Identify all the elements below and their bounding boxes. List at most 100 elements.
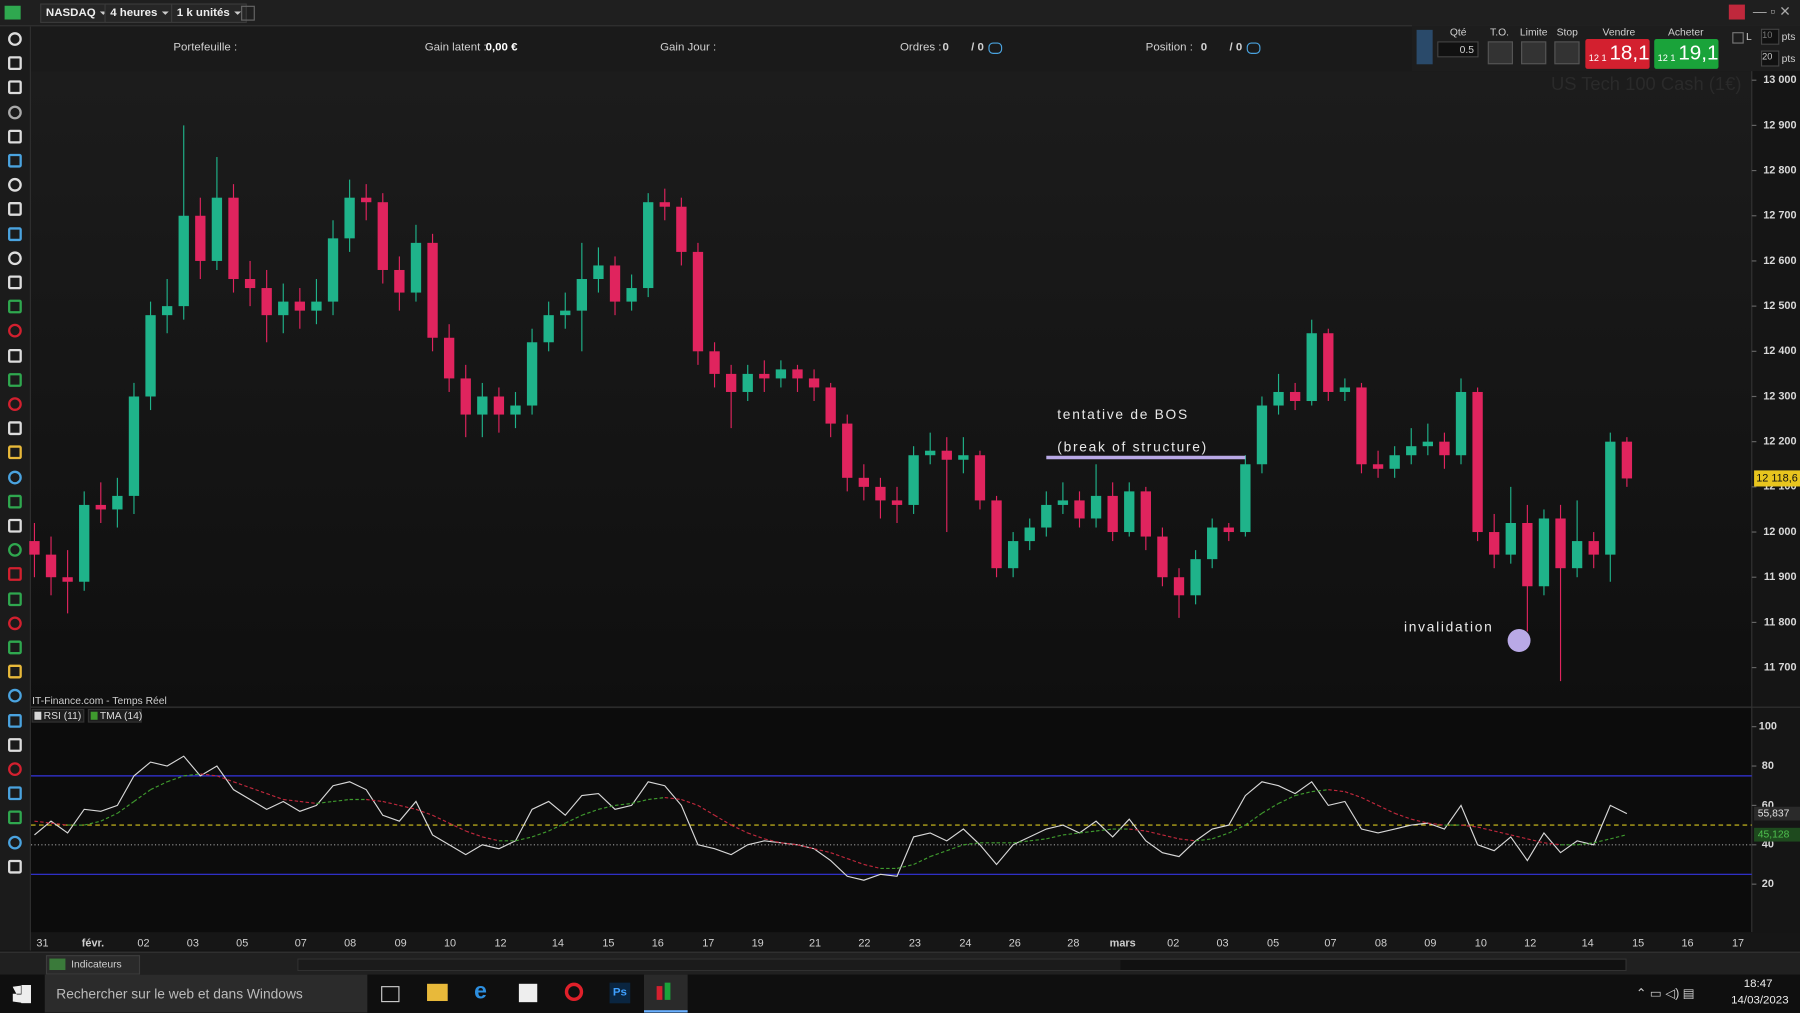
edge-icon[interactable]: e [474,979,487,1005]
tool-button[interactable] [8,153,22,168]
tool-button[interactable] [8,445,22,460]
stop-button[interactable] [1554,41,1580,65]
tool-button[interactable] [8,299,22,314]
y-tick-label: 12 400 [1763,345,1796,357]
tma-segment [863,863,881,869]
market-dropdown[interactable]: NASDAQ [40,3,113,23]
tool-button[interactable] [8,689,22,703]
unrealized-label: Gain latent : [424,41,487,54]
candle-body [792,369,803,379]
tool-button[interactable] [8,591,22,606]
tool-button[interactable] [8,226,22,241]
tool-button[interactable] [8,664,22,679]
tool-button[interactable] [8,810,22,825]
x-tick-label: 09 [1424,937,1436,949]
candle-body [29,541,40,555]
candle-body [1339,387,1351,392]
tool-button[interactable] [8,202,22,217]
tma-segment [813,848,831,854]
photoshop-icon[interactable]: Ps [609,982,631,1004]
candle-body [1306,333,1317,402]
tool-button[interactable] [8,421,22,436]
qty-input[interactable]: 0.5 [1437,41,1479,58]
tool-button[interactable] [8,372,22,387]
tool-button[interactable] [8,713,22,728]
last-value-box [1754,806,1800,821]
tool-button[interactable] [8,567,22,582]
tool-button[interactable] [8,859,22,874]
tool-button[interactable] [8,786,22,801]
unrealized-value: 0,00 € [485,41,518,54]
tool-button[interactable] [8,494,22,509]
candle-body [991,500,1002,569]
period-dropdown[interactable]: 4 heures [104,3,175,23]
tool-button[interactable] [8,737,22,752]
tool-button[interactable] [8,251,22,265]
l-checkbox[interactable] [1732,32,1744,44]
scrollbar[interactable] [297,958,1627,972]
info-button[interactable] [241,5,255,21]
candle-body [742,373,753,392]
tma-segment [896,863,914,869]
pts-input-2[interactable]: 20 [1760,50,1780,67]
task-view[interactable] [381,986,400,1003]
orders-icon[interactable] [988,42,1003,54]
last-value-box [1754,827,1800,842]
tool-button[interactable] [8,105,22,119]
tma-segment [1477,826,1495,832]
calc-icon[interactable] [1416,29,1433,65]
tray-icons[interactable]: ⌃ ▭ ◁) ▤ [1635,987,1695,1002]
indicators-dropdown[interactable]: Indicateurs [45,955,141,975]
tool-button[interactable] [8,56,22,71]
candle-body [261,288,272,316]
x-tick-label: 23 [909,937,921,949]
tma-segment [1294,791,1312,797]
tool-button[interactable] [8,640,22,655]
store-icon[interactable] [518,983,538,1003]
tma-segment [1344,791,1362,799]
units-dropdown[interactable]: 1 k unités [171,3,247,23]
search-box[interactable]: Rechercher sur le web et dans Windows [44,974,368,1013]
tool-button[interactable] [8,518,22,533]
alert-icon[interactable] [1728,4,1745,20]
buy-button[interactable]: 12 1 19,1 [1654,39,1719,69]
tool-button[interactable] [8,80,22,95]
platform-icon [664,982,671,1000]
tma-segment [714,814,732,826]
tma-segment [1046,834,1064,840]
candle-body [560,310,571,316]
to-button[interactable] [1487,41,1514,65]
candle-body [1273,391,1284,406]
data-source: IT-Finance.com - Temps Réel [32,696,167,707]
x-tick-label: 15 [602,937,614,949]
pts-input-1[interactable]: 10 [1760,28,1780,45]
window-controls[interactable]: — ▫ ✕ [1752,3,1791,20]
tool-button[interactable] [8,348,22,363]
tma-segment [216,775,234,783]
tool-button[interactable] [8,129,22,144]
limit-button[interactable] [1521,41,1547,65]
explorer-icon[interactable] [427,983,448,1002]
opera-icon[interactable] [564,982,584,1002]
tma-segment [415,808,433,816]
x-tick-label: 24 [959,937,971,949]
position-icon[interactable] [1246,42,1261,54]
tool-button[interactable] [8,32,22,46]
tool-button[interactable] [8,616,22,630]
x-tick-label: 07 [1324,937,1336,949]
candle-body [643,202,654,289]
start-button[interactable] [12,984,31,1004]
tool-button[interactable] [8,397,22,411]
tool-button[interactable] [8,470,22,484]
sell-button[interactable]: 12 1 18,1 [1585,39,1650,69]
tool-button[interactable] [8,835,22,850]
legend-label: RSI (11) [44,711,82,722]
tool-button[interactable] [8,762,22,777]
clock-date: 14/03/2023 [1731,994,1789,1007]
tma-segment [84,820,101,826]
platform-task[interactable] [644,974,688,1013]
tool-button[interactable] [8,275,22,290]
tool-button[interactable] [8,324,22,338]
tool-button[interactable] [8,543,22,557]
tool-button[interactable] [8,178,22,192]
